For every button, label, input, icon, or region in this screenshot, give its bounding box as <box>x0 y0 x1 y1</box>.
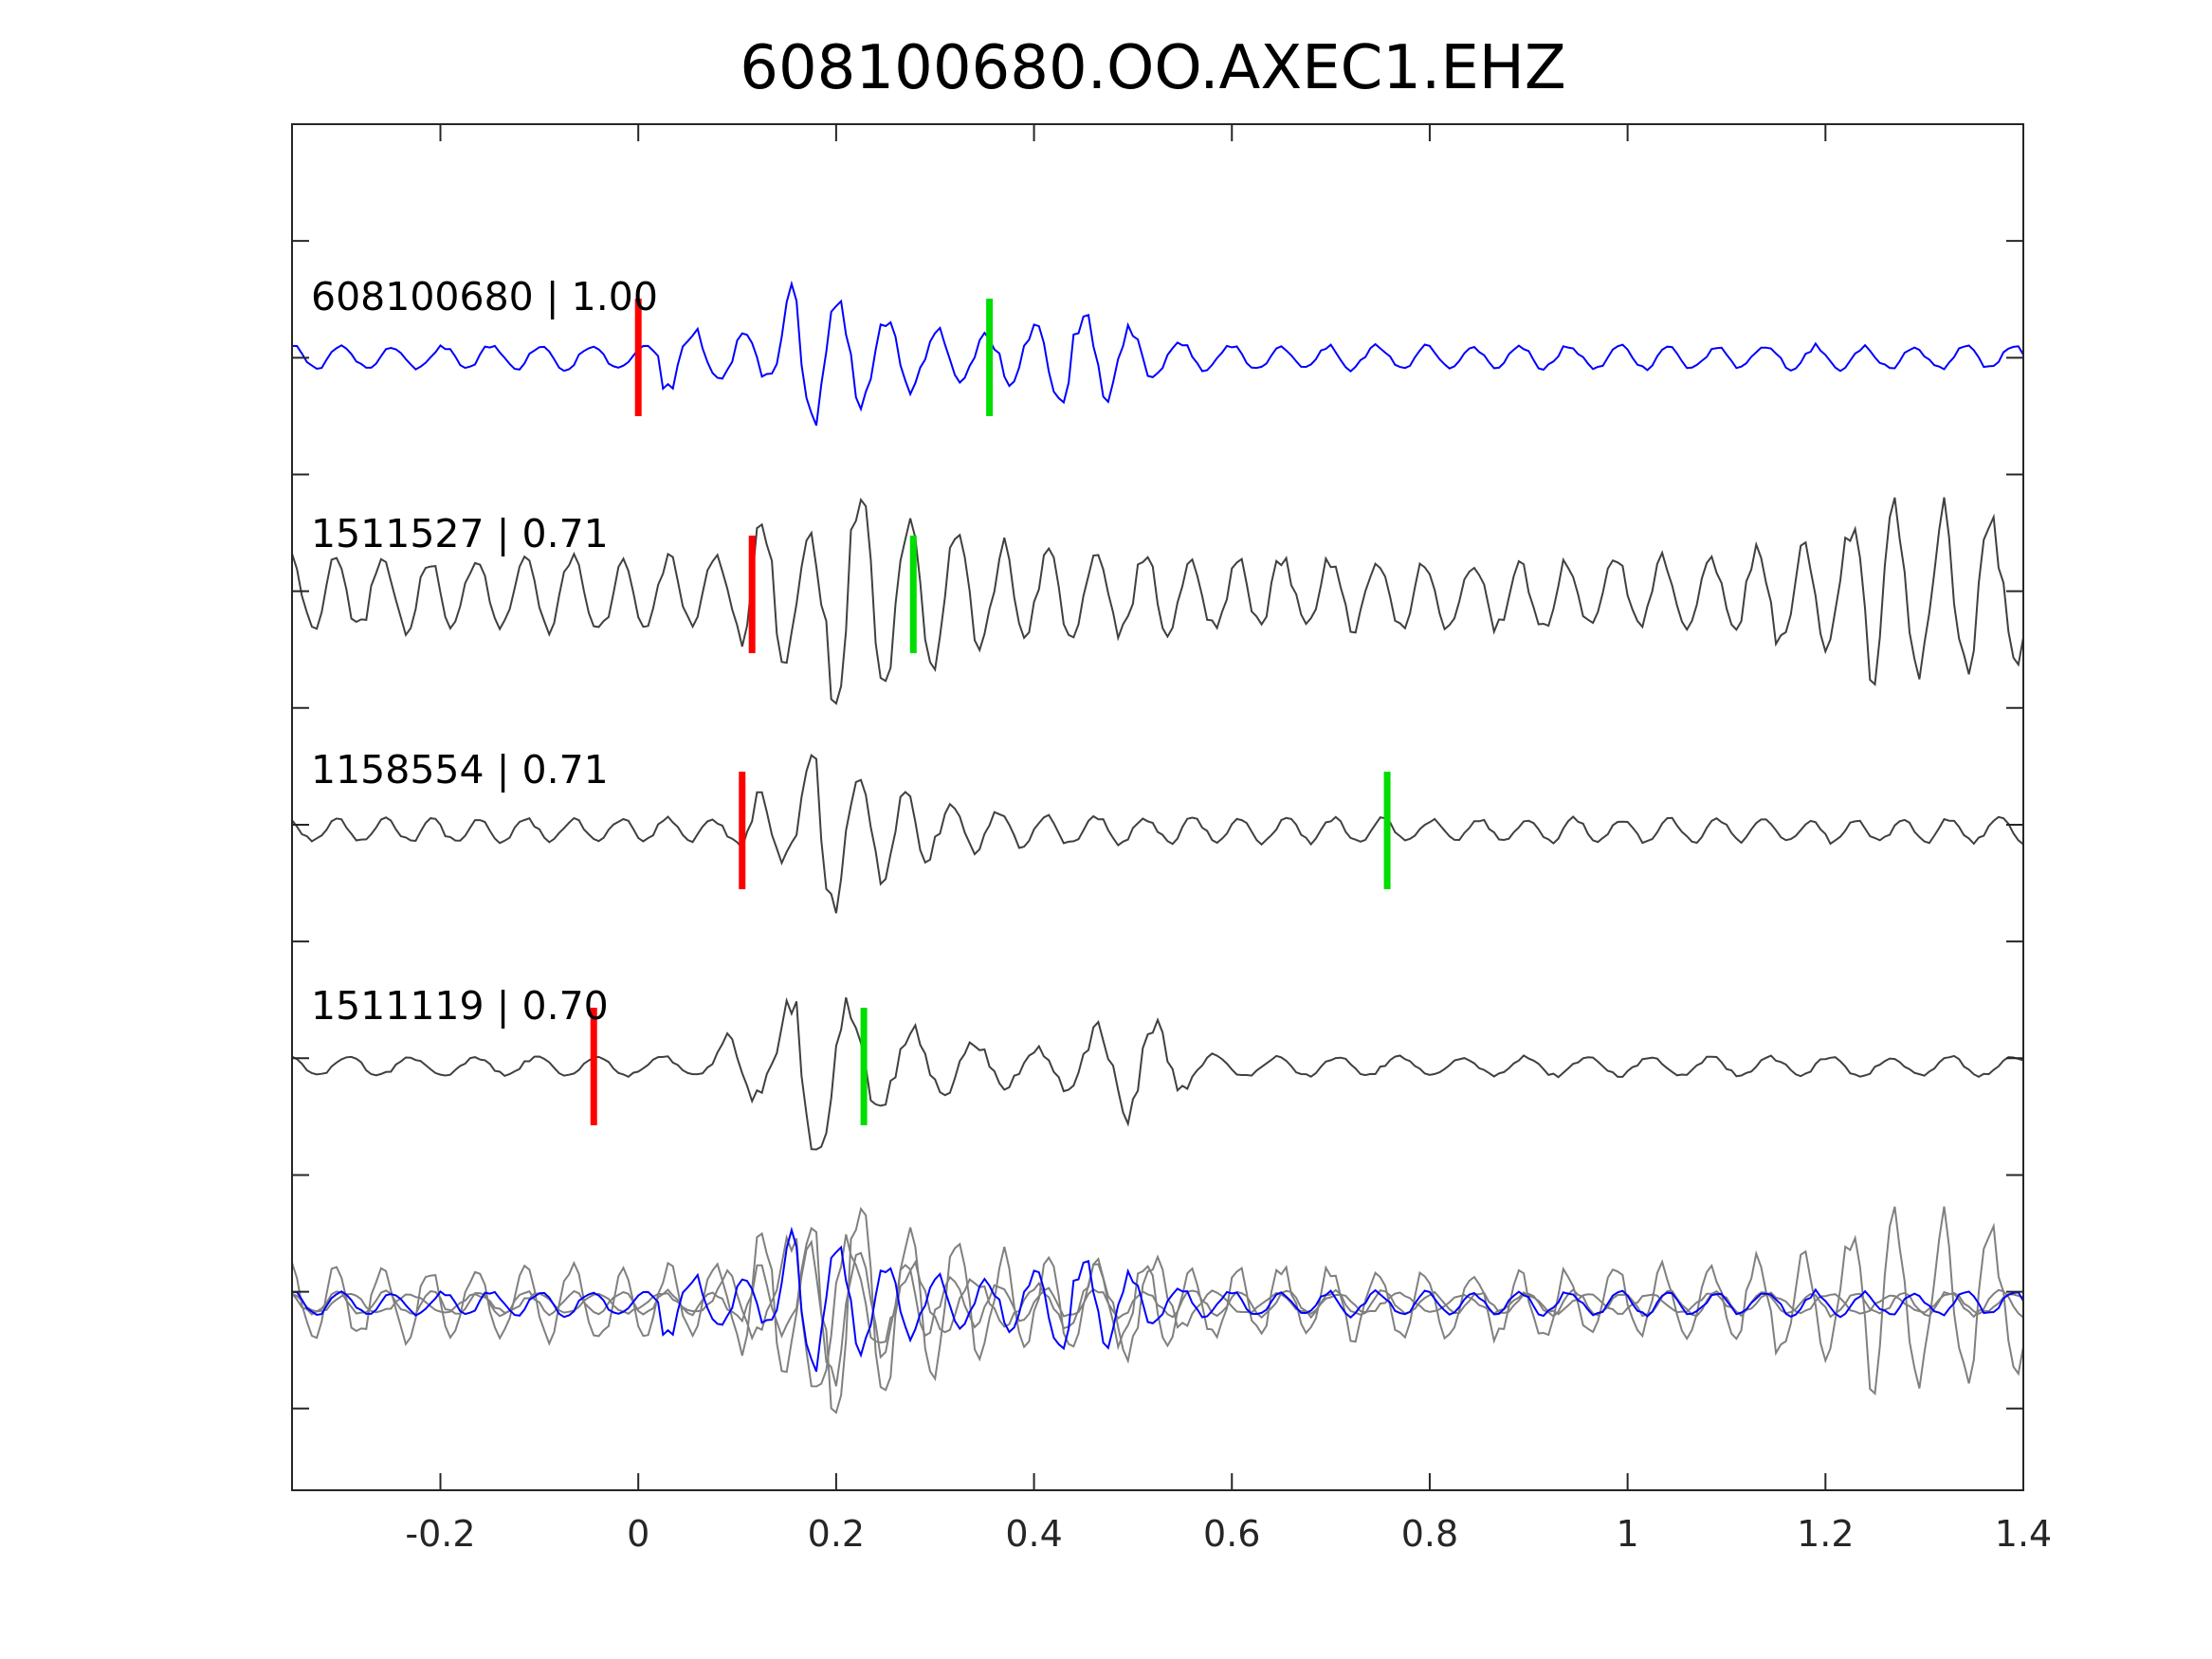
phase-picks <box>590 299 1391 1125</box>
x-axis: -0.2 0 0.2 0.4 0.6 0.8 1 1.2 1.4 <box>405 124 2052 1555</box>
y-axis <box>292 240 2023 1410</box>
waveform-traces <box>291 280 2024 1414</box>
x-tick-label: -0.2 <box>405 1513 475 1555</box>
x-tick-label: 0 <box>627 1513 649 1555</box>
trace-label: 1511119 | 0.70 <box>311 983 609 1029</box>
waveform-trace <box>291 280 2024 427</box>
x-tick-label: 0.8 <box>1401 1513 1458 1555</box>
trace-label: 608100680 | 1.00 <box>311 274 658 319</box>
x-tick-label: 0.6 <box>1203 1513 1260 1555</box>
x-tick-label: 0.4 <box>1005 1513 1062 1555</box>
x-tick-label: 1.4 <box>1995 1513 2052 1555</box>
waveform-trace <box>291 996 2024 1151</box>
waveform-trace <box>291 497 2024 705</box>
trace-label: 1511527 | 0.71 <box>311 511 609 556</box>
trace-label: 1158554 | 0.71 <box>311 747 609 793</box>
waveform-trace <box>291 754 2024 914</box>
chart-title: 608100680.OO.AXEC1.EHZ <box>740 33 1566 103</box>
overlay-trace <box>291 1227 2024 1387</box>
x-tick-label: 0.2 <box>808 1513 865 1555</box>
trace-labels: 608100680 | 1.00 1511527 | 0.71 1158554 | … <box>311 274 658 1029</box>
plot-frame <box>291 123 2024 1491</box>
x-tick-label: 1 <box>1617 1513 1639 1555</box>
overlay-template-trace <box>291 1226 2024 1373</box>
overlay-trace <box>291 1206 2024 1414</box>
x-tick-label: 1.2 <box>1797 1513 1854 1555</box>
